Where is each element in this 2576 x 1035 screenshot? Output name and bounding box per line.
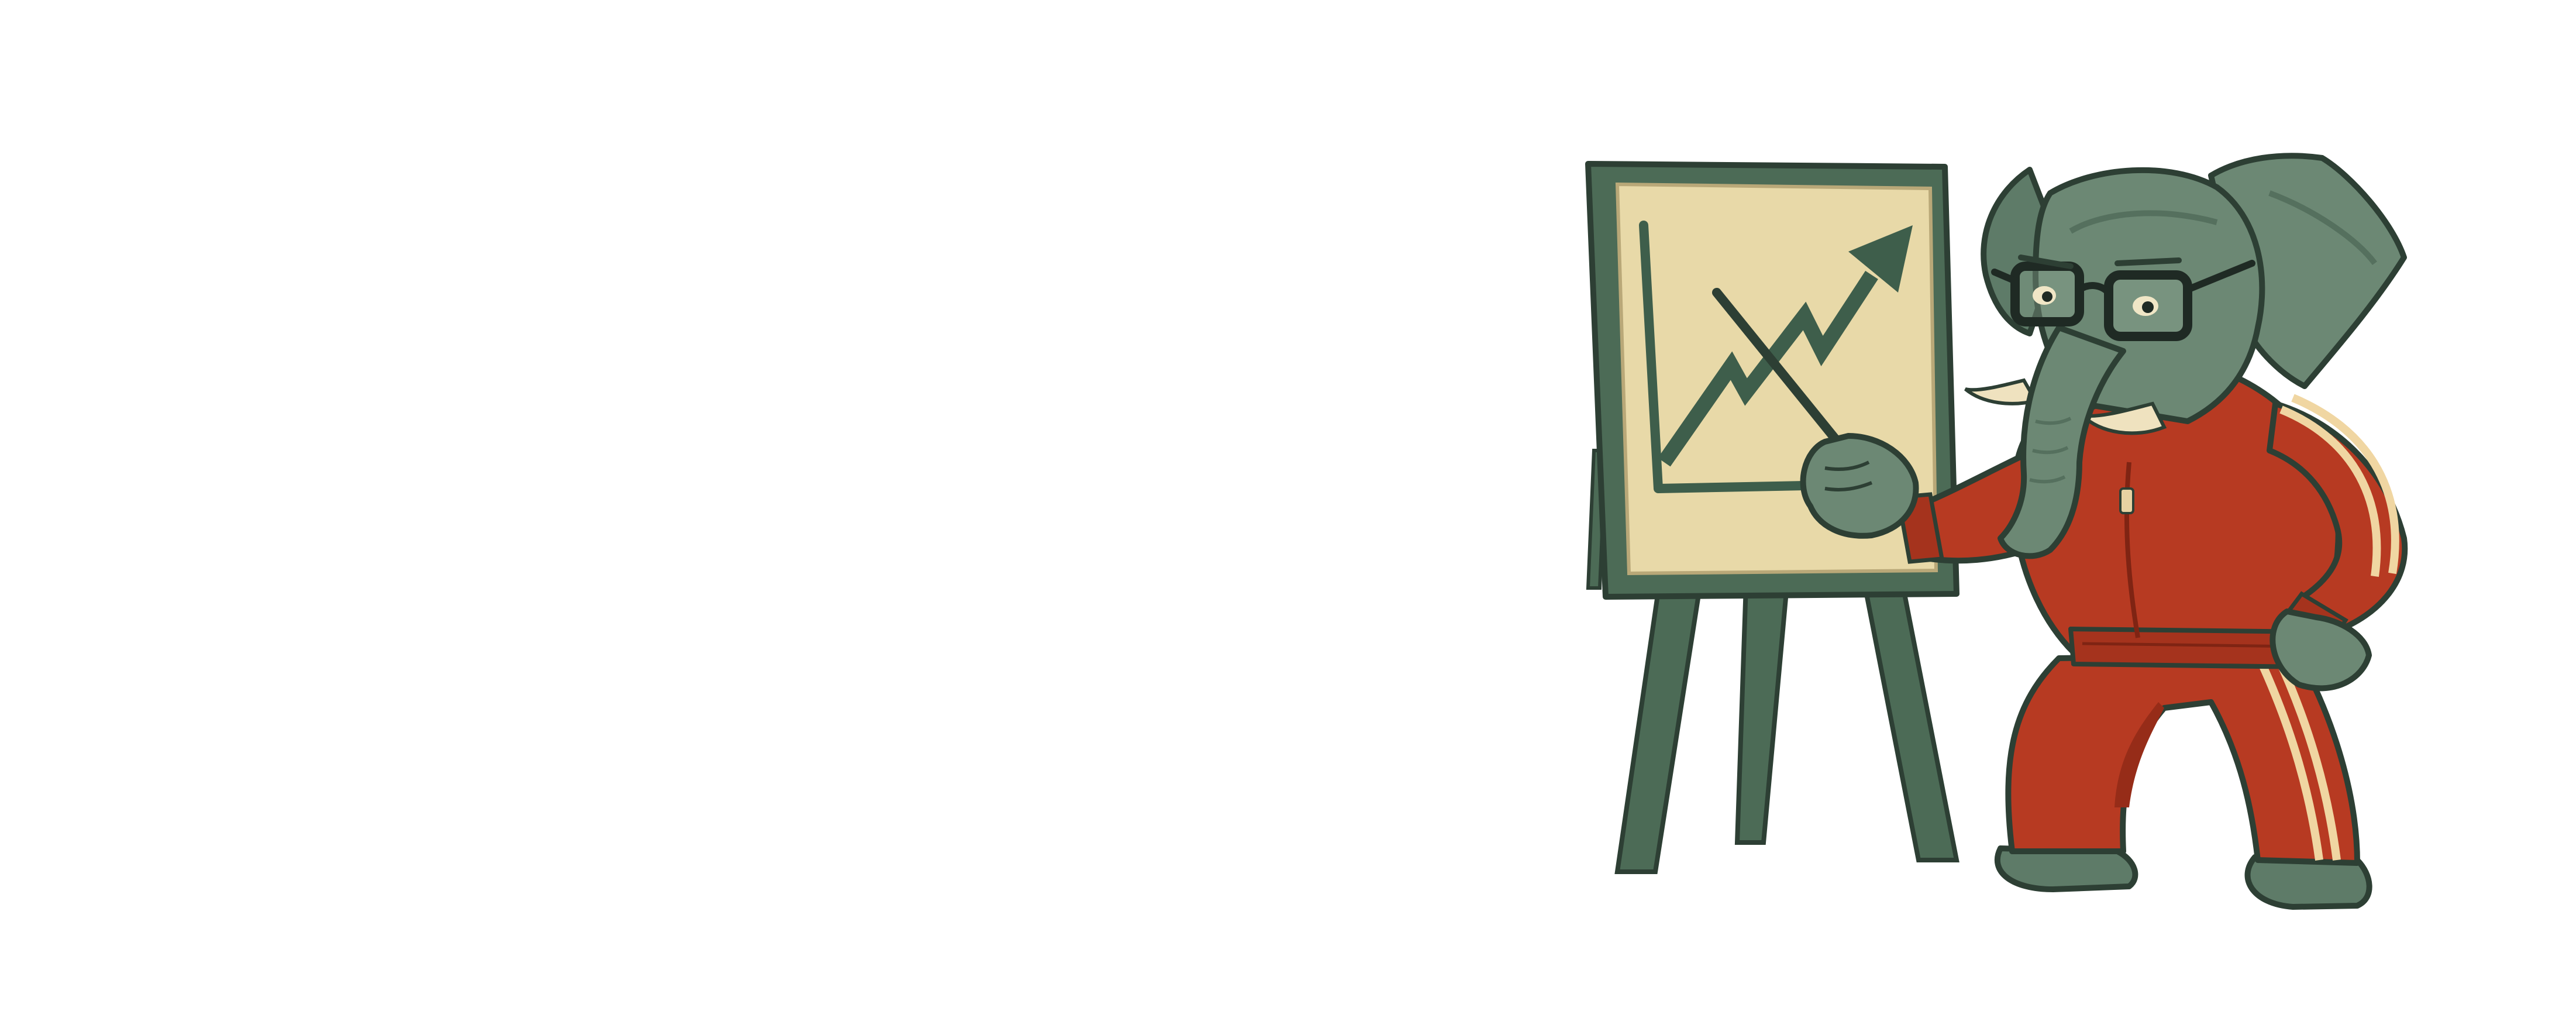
elephant-character xyxy=(1712,153,2408,910)
rising-trend-arrow-icon xyxy=(1658,225,1913,467)
pointer-stick-icon xyxy=(1712,288,1859,467)
